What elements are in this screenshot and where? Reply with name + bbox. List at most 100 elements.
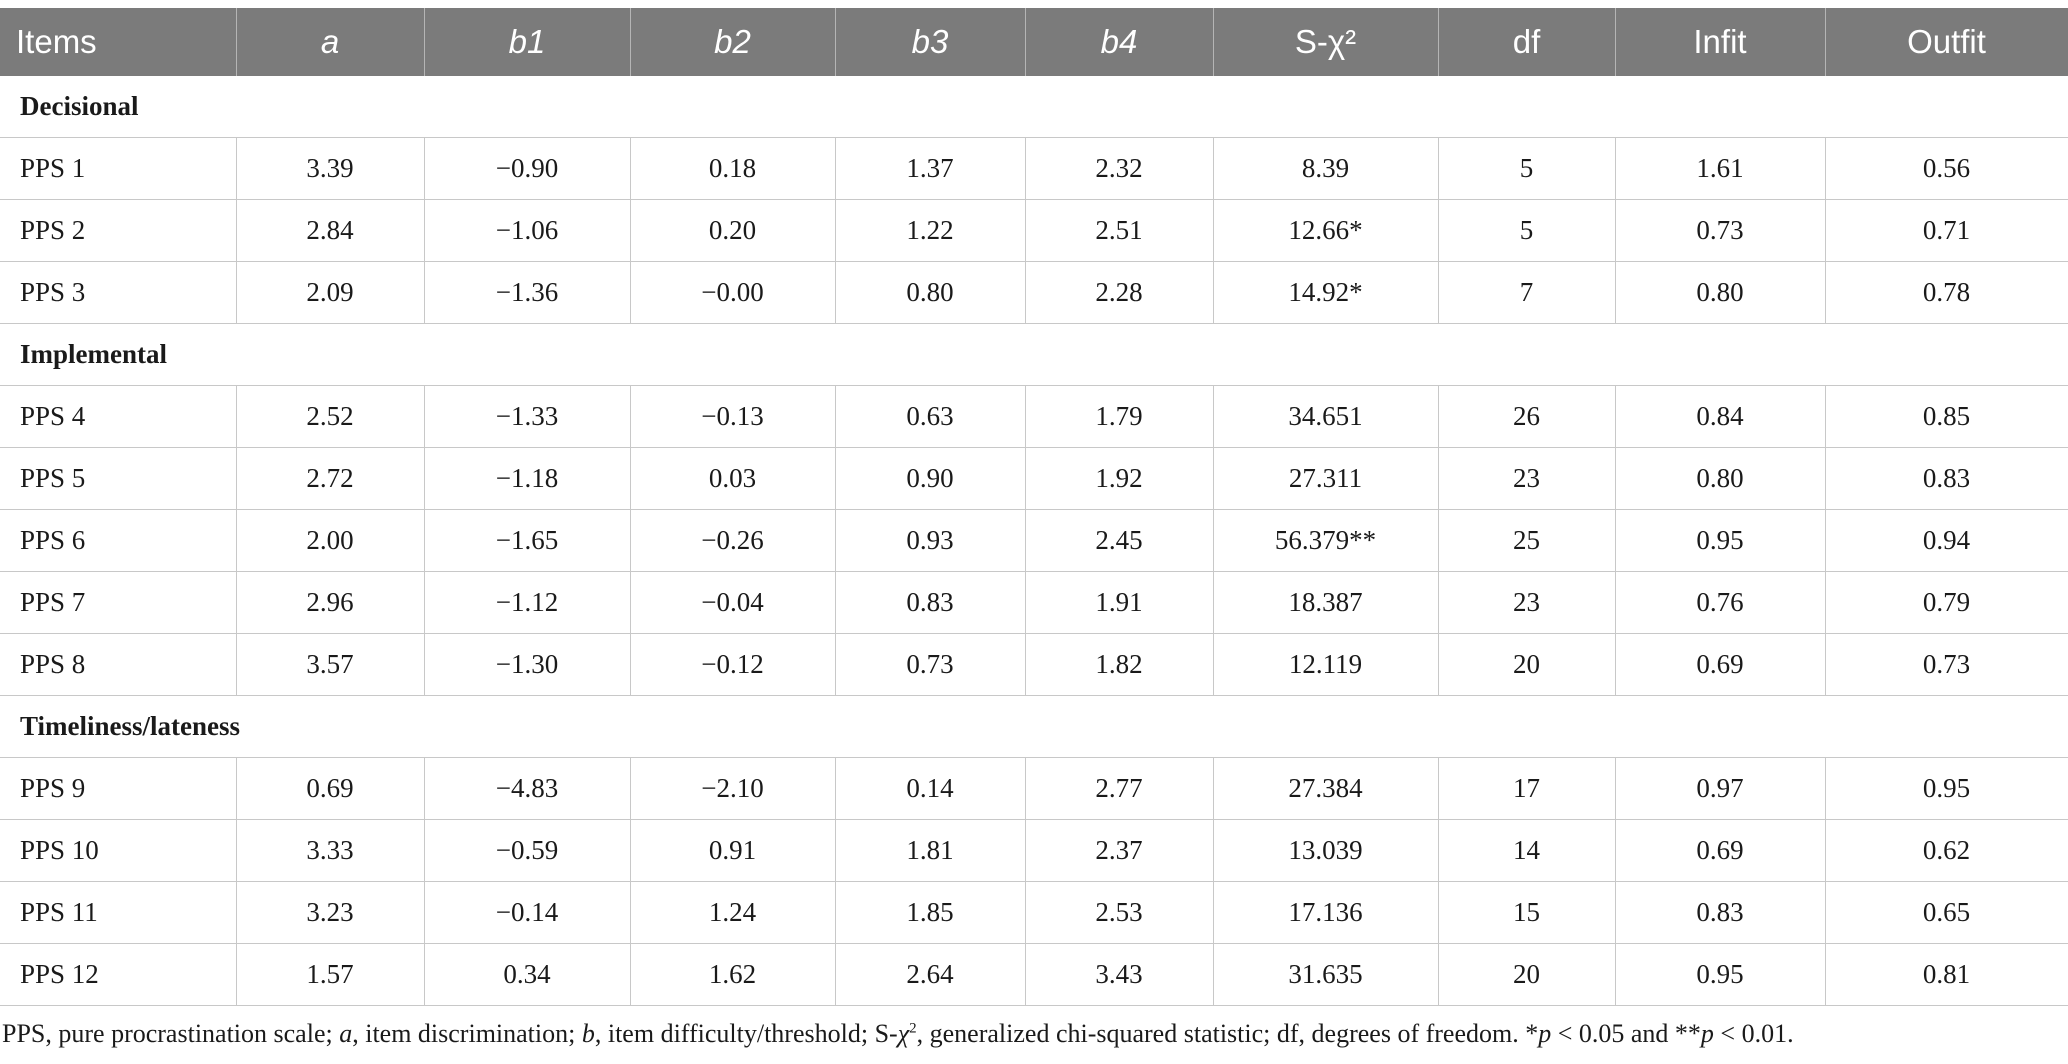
table-cell: −2.10 bbox=[629, 757, 835, 820]
table-cell: 0.14 bbox=[834, 757, 1025, 820]
table-row: PPS 8 3.57 −1.30 −0.12 0.73 1.82 12.119 20 0.69 0… bbox=[0, 633, 2068, 696]
table-cell: 34.651 bbox=[1212, 385, 1438, 448]
table-cell: 0.73 bbox=[834, 633, 1025, 696]
table-cell: 0.73 bbox=[1824, 633, 2068, 696]
table-cell: 2.53 bbox=[1024, 881, 1213, 944]
table-row: PPS 11 3.23 −0.14 1.24 1.85 2.53 17.136 15 0.83 0… bbox=[0, 881, 2068, 944]
table-cell: 26 bbox=[1437, 385, 1615, 448]
table-cell: 2.72 bbox=[235, 447, 424, 510]
table-cell: −0.14 bbox=[423, 881, 630, 944]
table-cell: 8.39 bbox=[1212, 137, 1438, 200]
group-row: Decisional bbox=[0, 76, 2068, 138]
table-cell: −1.30 bbox=[423, 633, 630, 696]
table-cell: 1.62 bbox=[629, 943, 835, 1006]
table-cell: 2.64 bbox=[834, 943, 1025, 1006]
item-label-cell: PPS 1 bbox=[0, 137, 236, 200]
table-cell: 7 bbox=[1437, 261, 1615, 324]
table-cell: 2.28 bbox=[1024, 261, 1213, 324]
table-cell: 1.85 bbox=[834, 881, 1025, 944]
table-cell: 0.85 bbox=[1824, 385, 2068, 448]
table-cell: 2.09 bbox=[235, 261, 424, 324]
table-cell: 0.79 bbox=[1824, 571, 2068, 634]
table-cell: 0.65 bbox=[1824, 881, 2068, 944]
table-cell: 3.57 bbox=[235, 633, 424, 696]
table-cell: −0.04 bbox=[629, 571, 835, 634]
table-footnote: PPS, pure procrastination scale; a, item… bbox=[2, 1019, 1794, 1048]
table-cell: 1.82 bbox=[1024, 633, 1213, 696]
table-cell: −1.06 bbox=[423, 199, 630, 262]
table-cell: 0.56 bbox=[1824, 137, 2068, 200]
table-cell: 1.22 bbox=[834, 199, 1025, 262]
table-cell: 17 bbox=[1437, 757, 1615, 820]
item-label-cell: PPS 12 bbox=[0, 943, 236, 1006]
table-cell: 20 bbox=[1437, 943, 1615, 1006]
item-label-cell: PPS 5 bbox=[0, 447, 236, 510]
group-title: Decisional bbox=[0, 76, 2068, 138]
table-cell: 0.95 bbox=[1614, 509, 1825, 572]
table-cell: 13.039 bbox=[1212, 819, 1438, 882]
table-row: PPS 2 2.84 −1.06 0.20 1.22 2.51 12.66* 5 0.73 0.7… bbox=[0, 199, 2068, 262]
table-cell: −0.12 bbox=[629, 633, 835, 696]
table-cell: 0.20 bbox=[629, 199, 835, 262]
table-cell: 0.84 bbox=[1614, 385, 1825, 448]
table-cell: −0.00 bbox=[629, 261, 835, 324]
table-row: PPS 3 2.09 −1.36 −0.00 0.80 2.28 14.92* 7 0.80 0.… bbox=[0, 261, 2068, 324]
table-cell: 31.635 bbox=[1212, 943, 1438, 1006]
table-cell: −1.36 bbox=[423, 261, 630, 324]
table-cell: 0.69 bbox=[1614, 633, 1825, 696]
table-body: Decisional PPS 1 3.39 −0.90 0.18 1.37 2.32 8.39… bbox=[0, 76, 2068, 1006]
table-cell: 20 bbox=[1437, 633, 1615, 696]
table-cell: 1.24 bbox=[629, 881, 835, 944]
item-label-cell: PPS 7 bbox=[0, 571, 236, 634]
table-cell: 0.83 bbox=[834, 571, 1025, 634]
table-cell: −1.12 bbox=[423, 571, 630, 634]
table-cell: 2.00 bbox=[235, 509, 424, 572]
table-cell: 0.95 bbox=[1614, 943, 1825, 1006]
table-cell: 27.384 bbox=[1212, 757, 1438, 820]
table-cell: 2.96 bbox=[235, 571, 424, 634]
table-cell: 23 bbox=[1437, 571, 1615, 634]
column-header: Items bbox=[0, 8, 236, 76]
table-cell: 2.32 bbox=[1024, 137, 1213, 200]
table-cell: 2.45 bbox=[1024, 509, 1213, 572]
group-title: Timeliness/lateness bbox=[0, 695, 2068, 758]
table-cell: 12.119 bbox=[1212, 633, 1438, 696]
table-cell: 2.37 bbox=[1024, 819, 1213, 882]
table-cell: −4.83 bbox=[423, 757, 630, 820]
item-label-cell: PPS 11 bbox=[0, 881, 236, 944]
table-cell: 25 bbox=[1437, 509, 1615, 572]
table-row: PPS 5 2.72 −1.18 0.03 0.90 1.92 27.311 23 0.80 0.… bbox=[0, 447, 2068, 510]
table-cell: 0.03 bbox=[629, 447, 835, 510]
table-cell: 56.379** bbox=[1212, 509, 1438, 572]
item-label-cell: PPS 2 bbox=[0, 199, 236, 262]
table-cell: 15 bbox=[1437, 881, 1615, 944]
item-label-cell: PPS 4 bbox=[0, 385, 236, 448]
table-row: PPS 10 3.33 −0.59 0.91 1.81 2.37 13.039 14 0.69 0… bbox=[0, 819, 2068, 882]
table-cell: 0.69 bbox=[235, 757, 424, 820]
table-cell: −0.59 bbox=[423, 819, 630, 882]
table-cell: 12.66* bbox=[1212, 199, 1438, 262]
column-header: b2 bbox=[629, 8, 835, 76]
column-header: b4 bbox=[1024, 8, 1213, 76]
item-label-cell: PPS 6 bbox=[0, 509, 236, 572]
table-cell: 0.94 bbox=[1824, 509, 2068, 572]
table-cell: 3.33 bbox=[235, 819, 424, 882]
table-cell: 0.18 bbox=[629, 137, 835, 200]
column-header: b3 bbox=[834, 8, 1025, 76]
table-row: PPS 6 2.00 −1.65 −0.26 0.93 2.45 56.379** 25 0.9… bbox=[0, 509, 2068, 572]
table-cell: 0.80 bbox=[1614, 447, 1825, 510]
table-cell: 0.69 bbox=[1614, 819, 1825, 882]
table-cell: 0.83 bbox=[1824, 447, 2068, 510]
table-cell: 2.77 bbox=[1024, 757, 1213, 820]
table-cell: 0.95 bbox=[1824, 757, 2068, 820]
table-cell: 1.57 bbox=[235, 943, 424, 1006]
table-cell: 5 bbox=[1437, 199, 1615, 262]
table-row: PPS 7 2.96 −1.12 −0.04 0.83 1.91 18.387 23 0.76 0… bbox=[0, 571, 2068, 634]
table-cell: 27.311 bbox=[1212, 447, 1438, 510]
column-header: a bbox=[235, 8, 424, 76]
table-cell: 0.90 bbox=[834, 447, 1025, 510]
table-cell: 1.81 bbox=[834, 819, 1025, 882]
table-cell: 0.71 bbox=[1824, 199, 2068, 262]
table-cell: 5 bbox=[1437, 137, 1615, 200]
table-cell: −0.13 bbox=[629, 385, 835, 448]
